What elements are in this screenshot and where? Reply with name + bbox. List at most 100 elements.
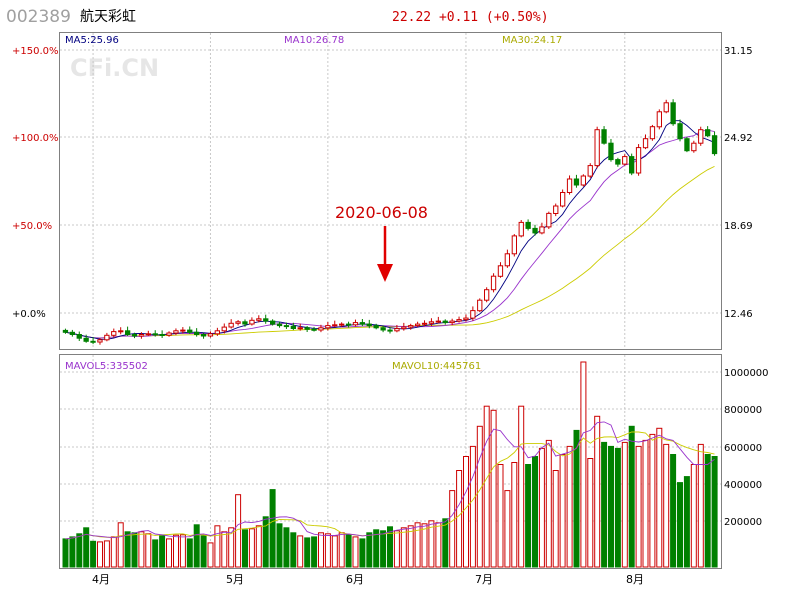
candle-up: [691, 142, 697, 152]
volume-bar-up: [538, 447, 545, 568]
candle-down: [573, 178, 580, 186]
month-label-jun: 6月: [346, 573, 364, 586]
candle-down: [629, 156, 635, 174]
volume-panel: [59, 354, 722, 569]
volume-bar-up: [435, 522, 442, 568]
candle-down: [62, 329, 69, 333]
candle-down: [283, 325, 290, 328]
volume-bar-down: [124, 531, 131, 568]
candle-down: [705, 129, 711, 137]
volume-bar-up: [497, 464, 504, 568]
candle-up: [145, 333, 151, 336]
candle-up: [394, 328, 400, 332]
volume-bar-down: [366, 532, 373, 568]
ma10-legend: MA10:26.78: [284, 35, 344, 46]
right-tick-12-46: 12.46: [724, 309, 753, 320]
candle-down: [311, 328, 317, 331]
candle-down: [684, 138, 690, 152]
candle-up: [546, 212, 552, 228]
left-tick-50: +50.0%: [12, 221, 52, 232]
volume-bar-down: [131, 532, 138, 568]
volume-bar-up: [476, 425, 483, 568]
candle-up: [104, 334, 110, 341]
volume-bar-down: [159, 535, 166, 568]
candle-up: [649, 126, 656, 140]
volume-bar-up: [621, 441, 628, 568]
volume-bar-up: [97, 541, 103, 568]
candle-down: [615, 159, 621, 165]
volume-bar-down: [262, 516, 269, 568]
candle-down: [69, 331, 75, 335]
volume-bar-up: [545, 439, 552, 568]
candle-up: [138, 334, 145, 337]
volume-bar-up: [228, 527, 235, 568]
candle-down: [601, 129, 607, 144]
volume-bar-down: [242, 529, 248, 568]
volume-bar-down: [90, 540, 97, 568]
volume-bar-down: [193, 524, 200, 568]
vol-tick-400000: 400000: [724, 480, 762, 491]
volume-bar-down: [683, 476, 690, 568]
volume-bar-up: [318, 532, 324, 568]
volume-bar-down: [387, 526, 393, 568]
volume-bar-up: [580, 361, 587, 568]
candle-up: [497, 265, 504, 277]
volume-bar-down: [345, 534, 352, 568]
candle-down: [608, 142, 614, 161]
candle-up: [318, 327, 324, 331]
candle-up: [180, 329, 186, 332]
candle-up: [580, 175, 587, 186]
candle-down: [242, 321, 248, 325]
volume-bar-down: [711, 456, 718, 568]
volume-bar-down: [83, 527, 90, 568]
volume-bar-up: [331, 535, 338, 568]
candle-up: [235, 321, 241, 324]
volume-ma-layer: [65, 421, 715, 540]
month-label-aug: 8月: [626, 573, 644, 586]
month-label-may: 5月: [226, 573, 244, 586]
volume-bar-up: [207, 542, 214, 568]
volume-bar-up: [449, 490, 456, 568]
month-label-apr: 4月: [92, 573, 110, 586]
ma5-legend: MA5:25.96: [65, 35, 119, 46]
candle-up: [325, 325, 331, 329]
candle-up: [587, 165, 593, 177]
volume-bar-up: [138, 531, 145, 568]
volume-bar-down: [380, 530, 387, 568]
candle-up: [698, 129, 704, 144]
watermark: CFi.CN: [70, 54, 159, 82]
candle-up: [594, 129, 600, 167]
candle-down: [152, 333, 158, 336]
candle-down: [83, 337, 89, 342]
candle-up: [401, 326, 407, 330]
volume-bar-up: [642, 439, 649, 568]
candle-up: [339, 323, 345, 326]
volume-bar-up: [518, 405, 525, 568]
candle-down: [532, 227, 538, 234]
candle-up: [214, 330, 220, 335]
vol-tick-200000: 200000: [724, 517, 762, 528]
candle-up: [518, 221, 524, 237]
candle-up: [408, 325, 414, 328]
candle-up: [207, 333, 214, 337]
volume-bar-down: [62, 538, 69, 568]
candle-down: [200, 334, 207, 337]
volume-bar-down: [670, 454, 677, 568]
candle-down: [125, 330, 131, 335]
volume-bar-up: [297, 535, 304, 568]
candle-up: [249, 319, 255, 325]
candle-up: [173, 330, 179, 334]
candle-up: [435, 320, 442, 323]
right-tick-18-69: 18.69: [724, 221, 753, 232]
candle-up: [332, 324, 338, 327]
volume-bar-down: [69, 536, 76, 568]
ma30-legend: MA30:24.17: [502, 35, 562, 46]
left-tick-0: +0.0%: [12, 309, 46, 320]
vol-tick-600000: 600000: [724, 443, 762, 454]
volume-bar-down: [283, 527, 290, 568]
mavol5-legend: MAVOL5:335502: [65, 361, 148, 372]
volume-bar-down: [601, 441, 608, 568]
candle-up: [470, 310, 476, 319]
mavol5-line: [65, 421, 715, 540]
